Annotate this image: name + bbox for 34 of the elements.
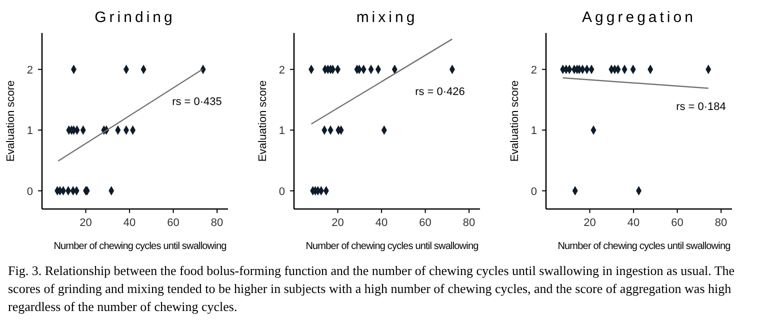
- x-tick-label: 40: [375, 217, 388, 229]
- x-tick-label: 80: [462, 217, 476, 229]
- y-tick-label: 0: [26, 186, 33, 198]
- x-tick-label: 80: [714, 217, 728, 229]
- y-tick-label: 0: [278, 186, 285, 198]
- x-tick-label: 60: [167, 217, 180, 229]
- annotation: rs = 0·184: [676, 101, 726, 113]
- y-tick-label: 2: [278, 64, 285, 76]
- y-tick-label: 1: [26, 125, 33, 138]
- x-axis-title: Number of chewing cycles until swallowing: [558, 241, 730, 252]
- chart-title: Aggregation: [582, 9, 696, 26]
- annotation: rs = 0·426: [415, 86, 465, 98]
- caption: Fig. 3. Relationship between the food bolus-forming function and the number of chewing cycles until swallowing in ingestion as usual. The scores of grinding and mixing tended to be higher in subjects with a high number of chewing cycles, and the score of aggregation was high regardless of the number of chewing cycles.: [8, 263, 735, 314]
- x-tick-label: 20: [584, 217, 596, 229]
- y-axis-title: Evaluation score: [5, 80, 17, 162]
- x-axis-title: Number of chewing cycles until swallowing: [54, 241, 226, 252]
- x-tick-label: 40: [627, 217, 640, 229]
- x-tick-label: 20: [332, 217, 344, 229]
- x-tick-label: 60: [419, 217, 432, 229]
- chart-title: mixing: [356, 9, 418, 26]
- y-axis-title: Evaluation score: [257, 80, 269, 162]
- x-tick-label: 80: [210, 217, 224, 229]
- y-tick-label: 1: [530, 125, 537, 138]
- chart-title: Grinding: [94, 9, 176, 26]
- annotation: rs = 0·435: [172, 96, 222, 108]
- x-tick-label: 60: [671, 217, 684, 229]
- x-tick-label: 40: [123, 217, 136, 229]
- y-axis-title: Evaluation score: [509, 80, 521, 162]
- x-axis-title: Number of chewing cycles until swallowing: [306, 241, 478, 252]
- y-tick-label: 1: [278, 125, 285, 138]
- y-tick-label: 2: [26, 64, 33, 76]
- x-tick-label: 20: [80, 217, 92, 229]
- y-tick-label: 0: [530, 186, 537, 198]
- y-tick-label: 2: [530, 64, 537, 76]
